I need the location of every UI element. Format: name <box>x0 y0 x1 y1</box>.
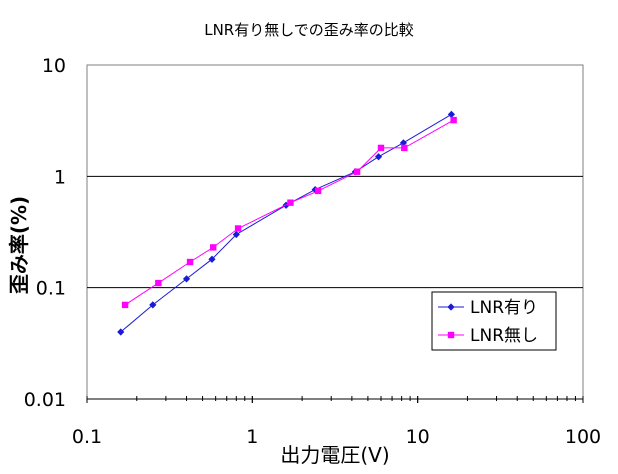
y-axis-label: 歪み率(%) <box>7 196 31 294</box>
x-tick-labels: 0.1 1 10 100 <box>72 426 601 448</box>
y-tick-label: 10 <box>42 55 66 77</box>
data-point <box>287 199 294 206</box>
legend-item: LNR有り <box>438 298 538 318</box>
data-series <box>117 110 457 336</box>
data-point <box>447 110 456 118</box>
data-point <box>155 279 162 287</box>
data-point <box>377 144 385 152</box>
legend-box <box>431 291 557 351</box>
data-point <box>314 187 322 195</box>
data-point <box>401 144 408 152</box>
legend-marker <box>447 331 455 339</box>
data-point <box>121 301 129 309</box>
x-tick-label: 1 <box>246 426 258 448</box>
data-point <box>232 230 240 239</box>
data-point <box>374 153 383 161</box>
gridlines <box>87 175 583 289</box>
legend-item: LNR無し <box>438 326 538 346</box>
y-tick-label: 0.01 <box>24 389 66 411</box>
legend-label: LNR無し <box>470 326 538 346</box>
data-point <box>186 258 194 266</box>
data-point <box>149 301 157 309</box>
data-point <box>208 255 216 263</box>
x-tick-label: 0.1 <box>72 426 102 448</box>
data-point <box>353 168 361 175</box>
x-tick-label: 10 <box>406 426 430 448</box>
x-tick-label: 100 <box>565 426 601 448</box>
chart-title: LNR有り無しでの歪み率の比較 <box>204 21 414 39</box>
axes <box>86 396 584 403</box>
data-point <box>450 116 457 124</box>
data-point <box>117 328 125 336</box>
y-tick-labels: 0.01 0.1 1 10 <box>24 55 66 411</box>
legend-marker <box>447 303 455 311</box>
legend-label: LNR有り <box>470 298 538 318</box>
data-point <box>399 139 408 147</box>
y-tick-label: 1 <box>54 166 66 188</box>
x-axis-label: 出力電圧(V) <box>280 443 389 467</box>
data-point <box>182 275 191 283</box>
y-tick-label: 0.1 <box>36 278 66 300</box>
chart-legend: LNR有り LNR無し <box>431 291 557 351</box>
data-point <box>210 244 217 251</box>
series-2 <box>121 116 457 309</box>
data-point <box>234 225 242 232</box>
